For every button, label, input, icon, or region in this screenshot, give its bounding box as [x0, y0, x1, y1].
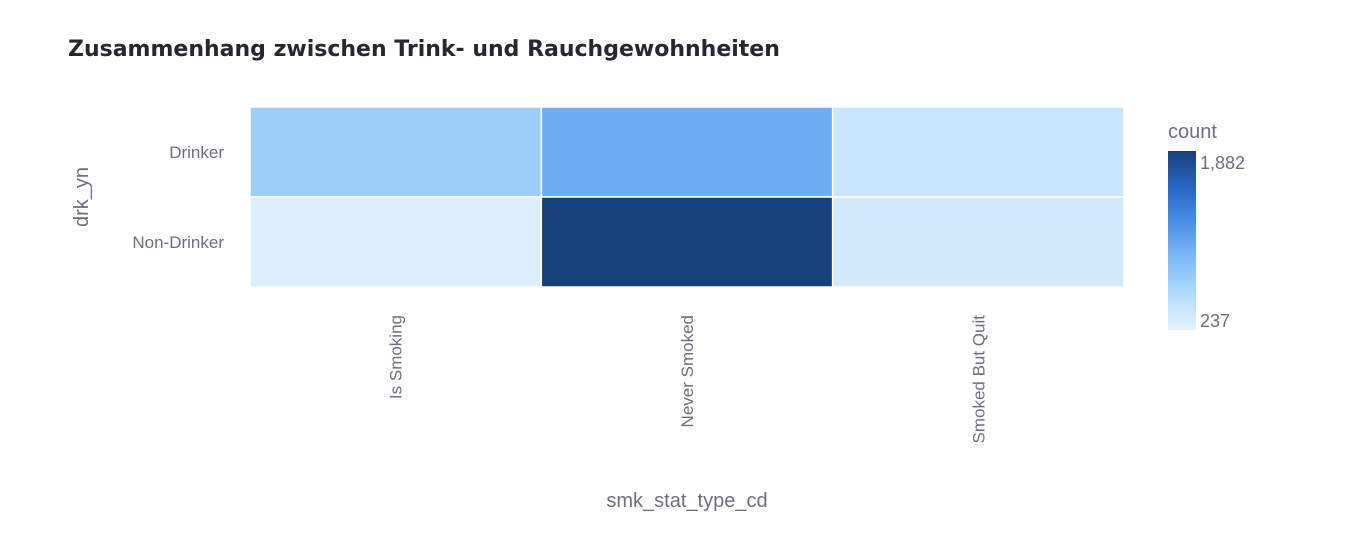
colorbar-tick-min: 237 — [1200, 311, 1230, 331]
x-axis-ticks: Is Smoking Never Smoked Smoked But Quit — [387, 315, 989, 444]
y-tick-label: Drinker — [169, 143, 224, 162]
y-axis-ticks: Drinker Non-Drinker — [132, 143, 224, 252]
heatmap-cells — [249, 106, 1125, 288]
heatmap-cell — [249, 106, 543, 198]
heatmap-cell — [540, 106, 834, 198]
x-tick-label: Is Smoking — [387, 315, 406, 399]
heatmap-cell — [831, 106, 1125, 198]
colorbar: count 1,882 237 — [1168, 121, 1245, 331]
colorbar-title: count — [1168, 121, 1217, 143]
chart-title: Zusammenhang zwischen Trink- und Rauchge… — [68, 37, 780, 62]
colorbar-tick-max: 1,882 — [1200, 153, 1245, 173]
colorbar-gradient — [1168, 151, 1196, 330]
y-tick-label: Non-Drinker — [132, 233, 224, 252]
heatmap-cell — [831, 196, 1125, 288]
x-tick-label: Never Smoked — [678, 315, 697, 427]
y-axis-title: drk_yn — [71, 167, 93, 227]
heatmap-cell — [540, 196, 834, 288]
x-tick-label: Smoked But Quit — [969, 315, 988, 444]
heatmap-cell — [249, 196, 543, 288]
x-axis-title: smk_stat_type_cd — [606, 490, 767, 512]
